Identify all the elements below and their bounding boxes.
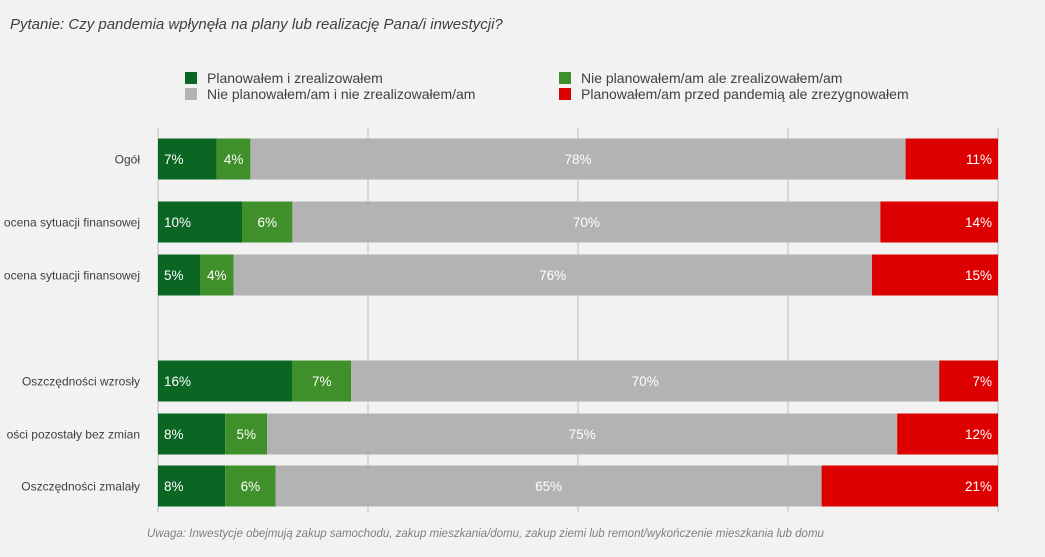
bar-segment <box>233 254 873 296</box>
bar-segment <box>200 254 234 296</box>
bar-segment <box>216 138 251 180</box>
legend-item-planned-abandoned: Planowałem/am przed pandemią ale zrezygn… <box>559 86 909 102</box>
bar-segment <box>821 465 998 507</box>
legend-label: Planowałem/am przed pandemią ale zrezygn… <box>581 86 909 102</box>
data-label: 7% <box>312 374 332 389</box>
data-label: 5% <box>236 427 256 442</box>
data-label: 78% <box>564 152 591 167</box>
category-label: ości pozostały bez zmian <box>7 428 140 442</box>
bar-segment <box>872 254 998 296</box>
data-label: 10% <box>164 215 191 230</box>
data-label: 5% <box>164 268 184 283</box>
bar-segment <box>158 254 200 296</box>
category-label: Ogół <box>115 153 141 167</box>
legend: Planowałem i zrealizowałem Nie planowałe… <box>0 0 1045 110</box>
bar-segment <box>242 201 293 243</box>
data-label: 15% <box>965 268 992 283</box>
data-label: 65% <box>535 479 562 494</box>
bar-segment <box>158 138 217 180</box>
bar-segment <box>351 360 940 402</box>
data-label: 70% <box>632 374 659 389</box>
data-label: 6% <box>257 215 277 230</box>
category-label: Oszczędności zmalały <box>21 480 140 494</box>
bar-segment <box>225 465 276 507</box>
data-label: 6% <box>241 479 261 494</box>
data-label: 11% <box>966 152 992 167</box>
bar-segment <box>225 413 268 455</box>
data-label: 12% <box>965 427 992 442</box>
data-label: 4% <box>224 152 244 167</box>
data-label: 70% <box>573 215 600 230</box>
bar-segment <box>905 138 998 180</box>
legend-label: Planowałem i zrealizowałem <box>207 70 383 86</box>
bar-segment <box>158 413 226 455</box>
legend-swatch <box>185 88 197 100</box>
legend-swatch <box>559 72 571 84</box>
legend-item-unplanned-unrealized: Nie planowałem/am i nie zrealizowałem/am <box>185 86 475 102</box>
bar-segment <box>292 201 881 243</box>
legend-item-unplanned-realized: Nie planowałem/am ale zrealizowałem/am <box>559 70 842 86</box>
question-title: Pytanie: Czy pandemia wpłynęła na plany … <box>10 16 503 33</box>
bar-segment <box>897 413 998 455</box>
bar-segment <box>158 360 293 402</box>
data-label: 75% <box>569 427 596 442</box>
bar-segment <box>250 138 906 180</box>
data-label: 76% <box>539 268 566 283</box>
bar-segment <box>880 201 998 243</box>
bar-segment <box>158 465 226 507</box>
bar-segment <box>158 201 242 243</box>
bar-segment <box>275 465 822 507</box>
data-label: 7% <box>164 152 184 167</box>
data-label: 16% <box>164 374 191 389</box>
legend-swatch <box>185 72 197 84</box>
legend-swatch <box>559 88 571 100</box>
legend-label: Nie planowałem/am i nie zrealizowałem/am <box>207 86 476 102</box>
category-label: Oszczędności wzrosły <box>22 375 140 389</box>
data-label: 7% <box>972 374 992 389</box>
bar-segment <box>267 413 898 455</box>
data-label: 21% <box>965 479 992 494</box>
bar-segment <box>939 360 998 402</box>
category-label: ocena sytuacji finansowej <box>4 269 140 283</box>
data-label: 8% <box>164 479 184 494</box>
legend-item-planned-realized: Planowałem i zrealizowałem <box>185 70 383 86</box>
category-label: ocena sytuacji finansowej <box>4 216 140 230</box>
data-label: 8% <box>164 427 184 442</box>
bar-segment <box>292 360 352 402</box>
footnote: Uwaga: Inwestycje obejmują zakup samocho… <box>147 528 824 540</box>
legend-label: Nie planowałem/am ale zrealizowałem/am <box>581 70 843 86</box>
data-label: 14% <box>965 215 992 230</box>
data-label: 4% <box>207 268 227 283</box>
